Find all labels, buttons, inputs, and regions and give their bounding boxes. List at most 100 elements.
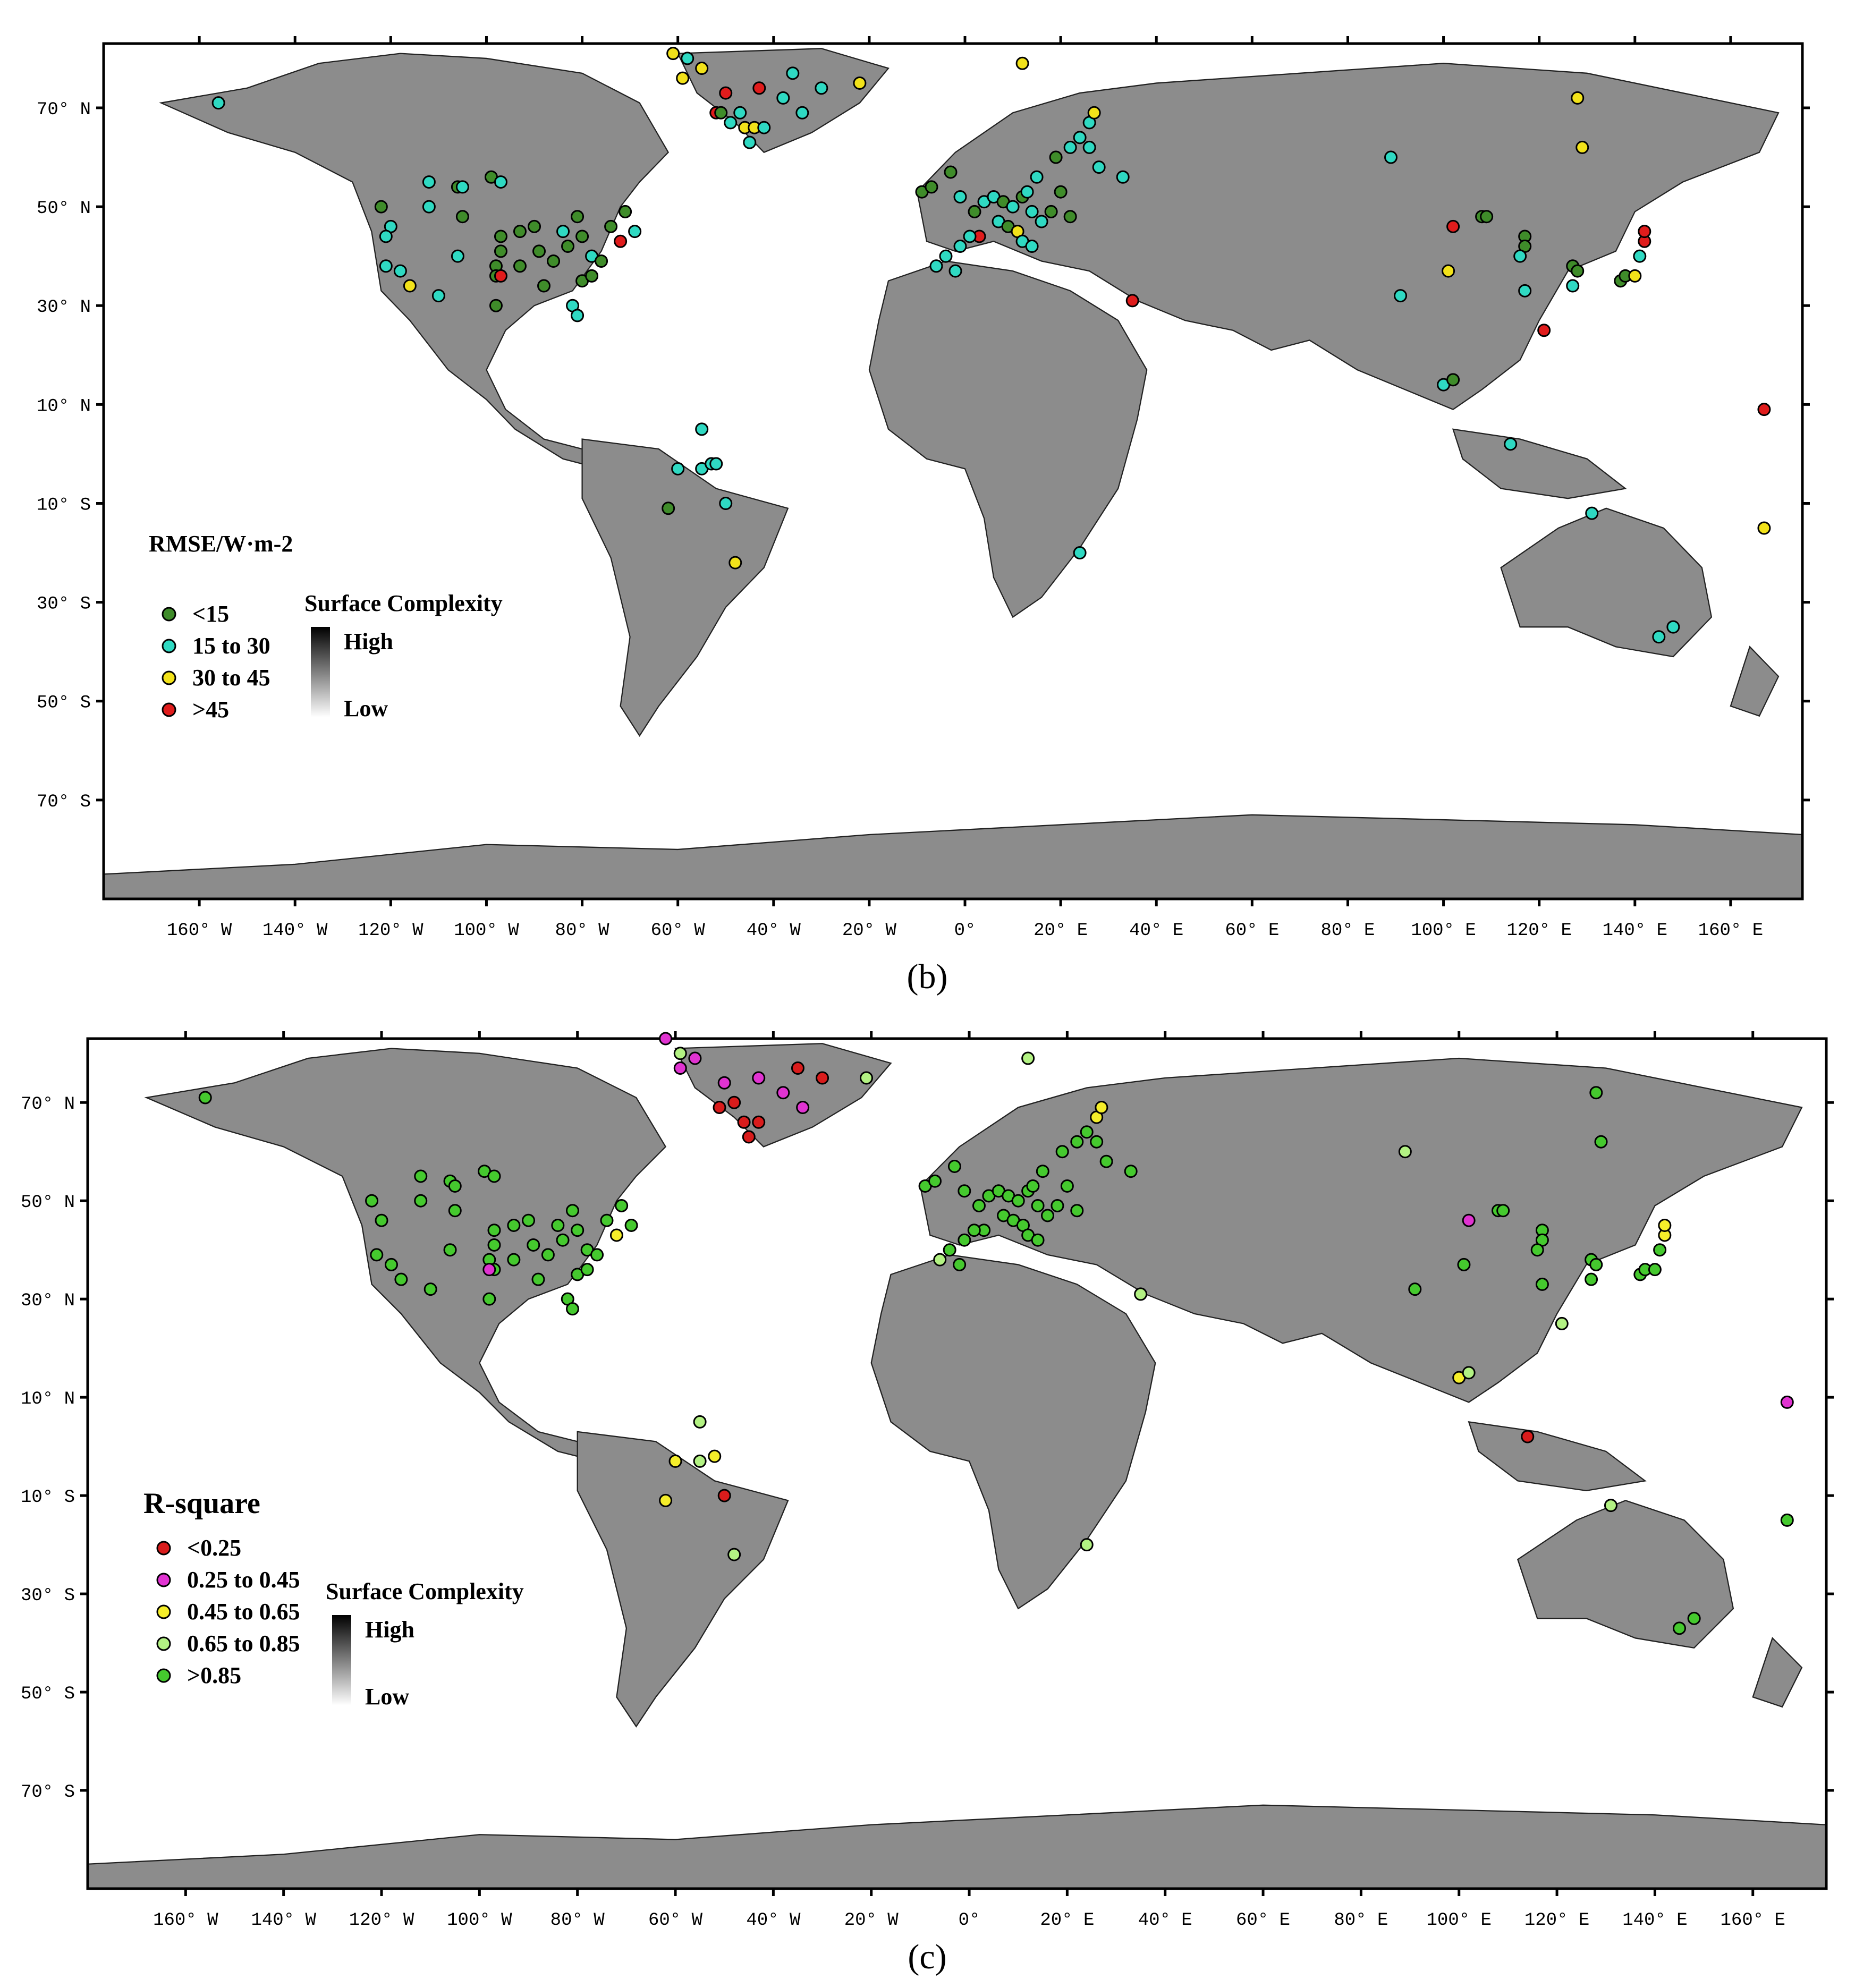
site-marker bbox=[695, 62, 709, 75]
lon-tick-label: 0° bbox=[959, 1910, 980, 1931]
site-marker bbox=[717, 1489, 731, 1502]
site-marker bbox=[1025, 205, 1039, 218]
site-marker bbox=[507, 1253, 521, 1267]
lon-tick-label: 40° W bbox=[746, 1910, 801, 1931]
site-marker bbox=[422, 200, 436, 214]
lat-tick-label: 10° N bbox=[37, 396, 91, 417]
lon-tick-label: 80° E bbox=[1334, 1910, 1388, 1931]
site-marker bbox=[1030, 170, 1044, 184]
site-marker bbox=[431, 289, 445, 303]
panel-caption-c: (c) bbox=[908, 1938, 946, 1976]
site-marker bbox=[198, 1091, 212, 1105]
site-marker bbox=[714, 106, 728, 120]
site-marker bbox=[1780, 1513, 1794, 1527]
site-marker bbox=[1054, 185, 1068, 199]
lon-tick-label: 40° W bbox=[747, 921, 801, 941]
legend-b: RMSE/W·m-2 <15 15 to 30 30 to 45 >45 Surface … bbox=[149, 531, 503, 723]
site-marker bbox=[719, 86, 733, 100]
site-marker bbox=[571, 1224, 585, 1237]
lon-tick-label: 20° W bbox=[842, 921, 897, 941]
site-marker bbox=[1092, 160, 1106, 174]
site-marker bbox=[487, 1224, 501, 1237]
site-marker bbox=[786, 66, 800, 80]
legend-swatch bbox=[156, 1636, 171, 1651]
site-marker bbox=[953, 240, 967, 253]
site-marker bbox=[695, 422, 709, 436]
lat-tick-label: 50° S bbox=[21, 1684, 75, 1704]
site-marker bbox=[752, 81, 766, 95]
site-marker bbox=[1757, 521, 1771, 535]
site-marker bbox=[1530, 1243, 1544, 1257]
site-marker bbox=[1031, 1199, 1045, 1212]
legend-label: >0.85 bbox=[187, 1662, 241, 1688]
site-marker bbox=[673, 1061, 687, 1075]
complexity-colorbar bbox=[311, 627, 330, 717]
site-marker bbox=[1658, 1218, 1672, 1232]
lon-tick-label: 40° E bbox=[1129, 921, 1183, 941]
site-marker bbox=[853, 76, 867, 90]
site-marker bbox=[1537, 324, 1551, 337]
legend-swatch bbox=[156, 1541, 171, 1556]
site-marker bbox=[1124, 1165, 1138, 1178]
site-marker bbox=[972, 1199, 986, 1212]
site-marker bbox=[1496, 1204, 1510, 1218]
site-marker bbox=[1457, 1258, 1471, 1271]
site-marker bbox=[1446, 219, 1460, 233]
site-marker bbox=[737, 1115, 751, 1129]
lon-tick-label: 120° E bbox=[1524, 1910, 1589, 1931]
site-marker bbox=[489, 299, 503, 312]
lat-tick-label: 10° S bbox=[21, 1488, 75, 1508]
site-marker bbox=[556, 225, 570, 239]
site-marker bbox=[393, 264, 407, 278]
site-marker bbox=[1049, 150, 1063, 164]
site-marker bbox=[1653, 1243, 1667, 1257]
site-marker bbox=[709, 457, 723, 471]
complexity-low-label: Low bbox=[344, 695, 388, 721]
site-marker bbox=[1398, 1145, 1412, 1159]
site-marker bbox=[958, 1184, 971, 1198]
lon-tick-label: 100° W bbox=[447, 1910, 512, 1931]
site-marker bbox=[1006, 200, 1020, 214]
site-marker bbox=[451, 249, 464, 263]
site-marker bbox=[1070, 1204, 1084, 1218]
legend-label: <0.25 bbox=[187, 1535, 241, 1561]
site-marker bbox=[619, 205, 632, 218]
site-marker bbox=[1015, 56, 1029, 70]
complexity-colorbar bbox=[332, 1615, 351, 1705]
site-marker bbox=[624, 1218, 638, 1232]
site-marker bbox=[1518, 284, 1532, 298]
site-marker bbox=[1051, 1199, 1064, 1212]
site-marker bbox=[1571, 91, 1585, 105]
site-marker bbox=[1011, 1194, 1025, 1208]
site-marker bbox=[929, 259, 943, 273]
site-marker bbox=[1628, 269, 1642, 283]
site-marker bbox=[370, 1248, 384, 1262]
site-marker bbox=[1638, 225, 1651, 239]
lon-tick-label: 60° W bbox=[651, 921, 706, 941]
map-frame-b bbox=[102, 42, 1804, 900]
site-marker bbox=[776, 91, 790, 105]
lon-tick-label: 20° E bbox=[1040, 1910, 1094, 1931]
site-marker bbox=[403, 279, 417, 293]
site-marker bbox=[713, 1100, 726, 1114]
site-marker bbox=[580, 1263, 594, 1277]
lat-tick-label: 70° N bbox=[21, 1094, 75, 1115]
site-marker bbox=[659, 1493, 673, 1507]
site-marker bbox=[1585, 1272, 1598, 1286]
site-marker bbox=[1462, 1366, 1476, 1380]
site-marker bbox=[1687, 1611, 1701, 1625]
lon-tick-label: 120° E bbox=[1506, 921, 1571, 941]
site-marker bbox=[487, 1169, 501, 1183]
lon-tick-label: 20° W bbox=[844, 1910, 899, 1931]
site-marker bbox=[733, 106, 747, 120]
site-marker bbox=[565, 1302, 579, 1316]
site-marker bbox=[1095, 1100, 1108, 1114]
lon-tick-label: 60° E bbox=[1236, 1910, 1290, 1931]
site-marker bbox=[796, 1100, 810, 1114]
legend-label: 0.65 to 0.85 bbox=[187, 1630, 300, 1656]
site-marker bbox=[963, 230, 977, 243]
site-marker bbox=[1073, 546, 1087, 560]
lon-tick-label: 80° W bbox=[555, 921, 610, 941]
site-marker bbox=[673, 1047, 687, 1060]
site-marker bbox=[541, 1248, 555, 1262]
